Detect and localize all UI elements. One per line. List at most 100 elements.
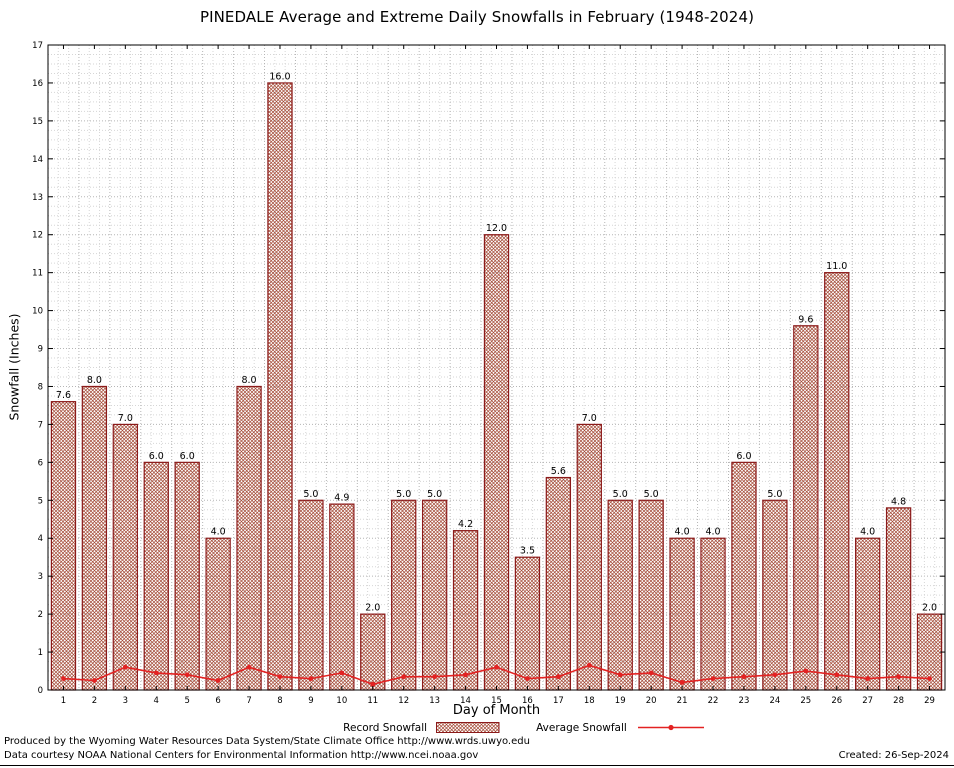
record-bar (236, 385, 262, 691)
y-tick-label: 12 (32, 231, 43, 241)
average-marker (648, 670, 654, 676)
average-marker (586, 662, 592, 668)
record-bar (545, 476, 572, 691)
record-bar (514, 556, 541, 691)
average-marker (494, 664, 499, 670)
x-tick-label: 4 (154, 696, 159, 706)
x-tick-label: 20 (646, 696, 657, 706)
x-tick-label: 25 (800, 696, 811, 706)
x-tick-label: 28 (893, 696, 904, 706)
average-marker (184, 672, 190, 678)
bar-value-label: 5.6 (551, 466, 566, 477)
bar-value-label: 7.6 (56, 390, 71, 401)
x-tick-label: 8 (277, 696, 282, 706)
record-snowfall-swatch (436, 721, 500, 734)
average-marker (803, 668, 809, 674)
chart-title: PINEDALE Average and Extreme Daily Snowf… (199, 8, 755, 26)
x-tick-label: 19 (615, 696, 626, 706)
record-bar (421, 499, 448, 691)
bar-value-label: 2.0 (922, 603, 937, 614)
average-marker (834, 672, 840, 678)
bar-value-label: 9.6 (798, 314, 813, 325)
record-bar (700, 537, 726, 691)
x-tick-label: 2 (92, 696, 97, 706)
average-marker (741, 674, 747, 680)
y-tick-label: 4 (38, 534, 43, 544)
x-tick-label: 18 (584, 696, 595, 706)
y-tick-label: 16 (32, 79, 43, 89)
x-tick-label: 27 (862, 696, 873, 706)
bar-value-label: 6.0 (736, 451, 751, 462)
legend-record-label: Record Snowfall (343, 721, 428, 734)
average-marker (401, 674, 407, 680)
record-snowfall-bars: 7.6 8.0 7.0 6.0 6.0 4.0 8.0 16.0 5.0 4.9 2.0 5.0 5.0… (50, 71, 943, 691)
x-tick-label: 22 (708, 696, 719, 706)
x-tick-label: 9 (308, 696, 313, 706)
x-tick-label: 24 (769, 696, 780, 706)
x-tick-label: 15 (491, 696, 502, 706)
y-axis-label: Snowfall (Inches) (6, 313, 22, 421)
record-bar (329, 503, 355, 691)
record-bar (81, 385, 108, 691)
bar-value-label: 7.0 (118, 413, 133, 424)
record-bar (360, 613, 386, 691)
y-tick-label: 17 (32, 41, 43, 51)
y-tick-label: 6 (38, 458, 43, 468)
average-marker (61, 676, 66, 681)
bar-value-label: 5.0 (767, 489, 782, 500)
bar-value-label: 5.0 (427, 489, 442, 500)
legend-average-label: Average Snowfall (536, 721, 627, 734)
bar-value-label: 4.0 (860, 527, 875, 538)
record-bar (855, 537, 881, 691)
bar-value-label: 8.0 (241, 375, 256, 386)
record-bar (824, 272, 850, 691)
x-tick-label: 6 (215, 696, 220, 706)
bar-value-label: 6.0 (149, 451, 164, 462)
bar-value-label: 4.2 (458, 519, 473, 530)
record-bar (50, 401, 77, 691)
record-bar (638, 499, 664, 691)
average-marker (710, 676, 716, 681)
record-bar (731, 461, 757, 691)
x-tick-label: 10 (336, 696, 347, 706)
x-tick-label: 23 (739, 696, 750, 706)
average-marker (927, 676, 932, 681)
bar-value-label: 12.0 (486, 223, 507, 234)
x-tick-label: 3 (123, 696, 128, 706)
y-tick-label: 8 (38, 382, 43, 392)
average-marker (772, 672, 778, 678)
x-tick-label: 1 (61, 696, 66, 706)
x-tick-label: 29 (924, 696, 935, 706)
x-axis-label: Day of Month (452, 703, 541, 718)
created-date: Created: 26-Sep-2024 (838, 750, 949, 761)
x-tick-label: 21 (677, 696, 688, 706)
bar-value-label: 4.9 (334, 493, 349, 504)
y-tick-label: 14 (32, 155, 43, 165)
average-marker (339, 670, 345, 676)
bar-value-label: 5.0 (303, 489, 318, 500)
record-bar (483, 234, 510, 691)
record-bar (885, 507, 912, 691)
average-marker (308, 676, 314, 681)
y-tick-label: 5 (38, 496, 43, 506)
bar-value-label: 5.0 (396, 489, 411, 500)
bar-value-label: 2.0 (365, 603, 380, 614)
x-tick-label: 14 (460, 696, 471, 706)
average-marker (525, 676, 530, 681)
record-bar (267, 82, 293, 691)
x-tick-label: 13 (429, 696, 440, 706)
y-tick-label: 1 (38, 648, 43, 658)
bar-value-label: 3.5 (520, 546, 535, 557)
record-bar (205, 537, 231, 691)
record-bar (669, 537, 695, 691)
y-tick-label: 2 (38, 610, 43, 620)
bar-value-label: 8.0 (87, 375, 102, 386)
record-bar (576, 423, 602, 691)
bar-value-label: 5.0 (613, 489, 628, 500)
average-marker (896, 674, 901, 680)
average-marker (463, 672, 468, 678)
y-tick-label: 7 (38, 420, 43, 430)
average-marker (277, 674, 283, 680)
record-bar (793, 325, 819, 691)
